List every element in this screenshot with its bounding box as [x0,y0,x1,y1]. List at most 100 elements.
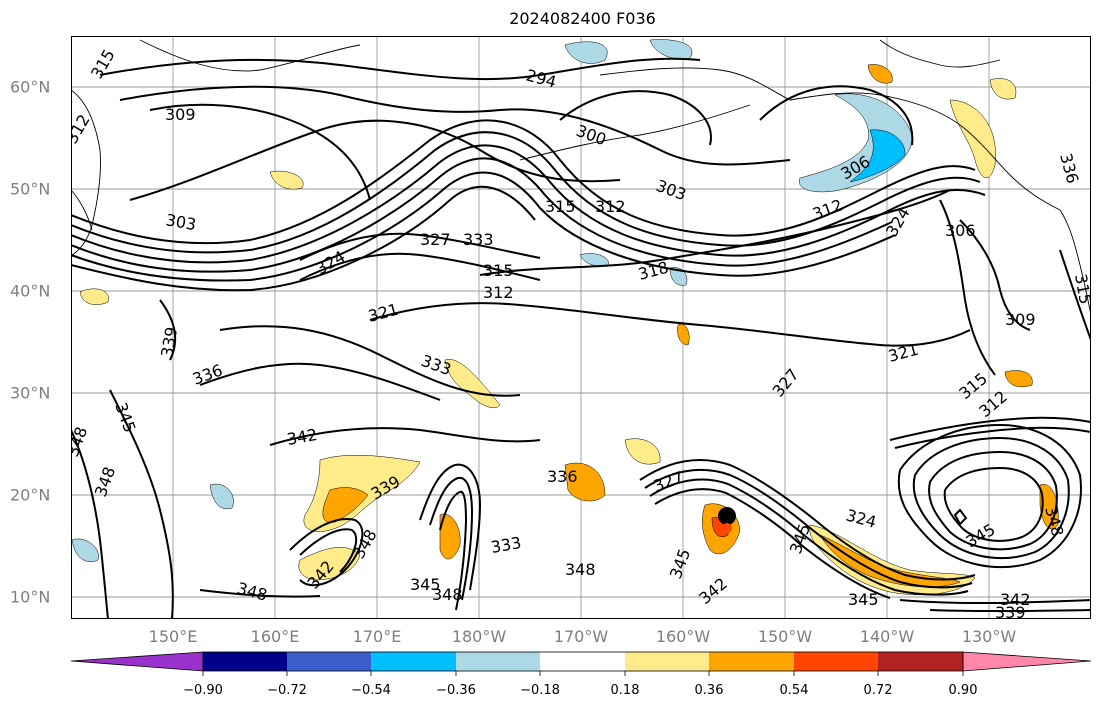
jet-contour-5 [71,171,896,282]
typhoon-center-dot [722,523,732,533]
coastline-kamchatka [71,89,101,256]
coastline-alaska-panhandle [959,124,1061,211]
colorbar-tick-label: −0.90 [183,683,223,698]
colorbar-segment [540,652,625,671]
contour-north-294 [99,57,701,81]
contour-north-300 [119,85,791,166]
contour-label: 315 [1071,272,1095,305]
contour-label: 306 [945,221,976,240]
negative-region-west-tropic [209,483,234,510]
jet-contour-1 [71,119,976,245]
coastline-canada-north [879,39,1001,68]
positive-region-north-a [867,64,893,84]
contour-348-south [199,589,321,598]
contour-348-west [71,429,109,619]
contour-336 [199,362,441,401]
coastline-aleutians [519,104,751,161]
positive-region-west [269,170,304,190]
colorbar-tick-label: 0.90 [948,683,978,698]
contour-321 [369,302,971,347]
northern-loop [559,90,712,146]
contour-south-342 [899,599,1091,605]
typhoon-ring-3 [649,478,969,596]
colorbar-tick-label: 0.36 [694,683,724,698]
positive-region-alaska [949,99,996,178]
typhoon-center-marker [718,507,736,525]
contour-lines [71,57,1091,619]
contour-label: 312 [595,197,626,216]
east-contour-315 [1059,249,1091,341]
contour-327 [299,232,541,261]
positive-region-tropics-d [564,462,606,502]
tropical-loop-west-b [299,528,358,573]
lon-label: 160°W [655,627,711,646]
contour-label: 312 [483,283,514,302]
subtropical-band-east-b [894,426,1091,449]
jet-contour-2 [71,131,981,254]
eastern-high-1 [897,423,1082,569]
contour-south-345 [929,609,1091,613]
colorbar-frame [202,651,964,672]
negative-region-north [649,39,693,60]
colorbar-tick-label: 0.54 [779,683,809,698]
positive-region-westcoast [79,288,109,305]
positive-core-tropics-west [322,487,369,523]
lon-label: 160°E [250,627,300,646]
negative-region-bering [564,41,608,64]
negative-small-a [669,267,688,286]
contour-label: 339 [995,603,1026,622]
contour-label: 348 [432,585,463,604]
jet-contour-3 [71,144,986,264]
colorbar-min-extension [70,651,204,672]
contour-309 [149,103,371,201]
contour-label: 315 [545,197,576,216]
alaska-loop [759,85,914,146]
tropical-loop-west [289,518,364,587]
negative-core-gulf-of-alaska [849,129,906,183]
tropical-wave-c [439,490,468,611]
positive-region-east-b [1004,370,1033,388]
colorbar-segment [203,652,287,671]
colorbar-segment [625,652,709,671]
map-title: 2024082400 F036 [509,9,656,28]
tropical-wave-b [429,476,474,601]
lat-label: 10°N [10,587,51,607]
contour-label: 345 [410,575,441,594]
positive-region-tropics-b [298,547,361,581]
contour-342 [269,427,541,446]
jet-contour-6 [71,185,536,292]
lat-label: 60°N [10,77,51,97]
typhoon-ring-1 [639,459,976,581]
lat-label: 50°N [10,179,51,199]
typhoon-ring-2 [644,468,973,589]
eastern-high-4 [943,466,1044,542]
contour-label: 327 [420,230,451,249]
map-frame [71,36,1091,619]
colorbar-segment [371,652,456,671]
lon-label: 170°W [553,627,609,646]
shaded-fields [71,39,1059,596]
east-contour-306 [959,219,1031,331]
contour-318 [479,189,951,276]
colorbar-segment [287,652,371,671]
colorbar-segment [794,652,878,671]
contour-label: 345 [848,590,879,609]
colorbar-segment [456,652,540,671]
contour-label: 315 [483,261,514,280]
contour-label: 336 [547,467,578,486]
subtropical-band-east [889,416,1091,441]
coastlines [71,39,1091,316]
eastern-high-2 [912,436,1070,559]
coastline-japan [71,189,93,231]
lon-label: 140°W [859,627,915,646]
contour-label: 333 [463,230,494,249]
lon-label: 170°E [352,627,402,646]
eastern-high-3 [928,450,1058,551]
contour-label: 309 [165,105,196,124]
east-contour-312 [939,199,996,376]
colorbar-tick-label: −0.36 [436,683,476,698]
contour-339 [159,299,177,361]
contour-label: 342 [1000,590,1031,609]
colorbar-max-extension [962,651,1092,672]
